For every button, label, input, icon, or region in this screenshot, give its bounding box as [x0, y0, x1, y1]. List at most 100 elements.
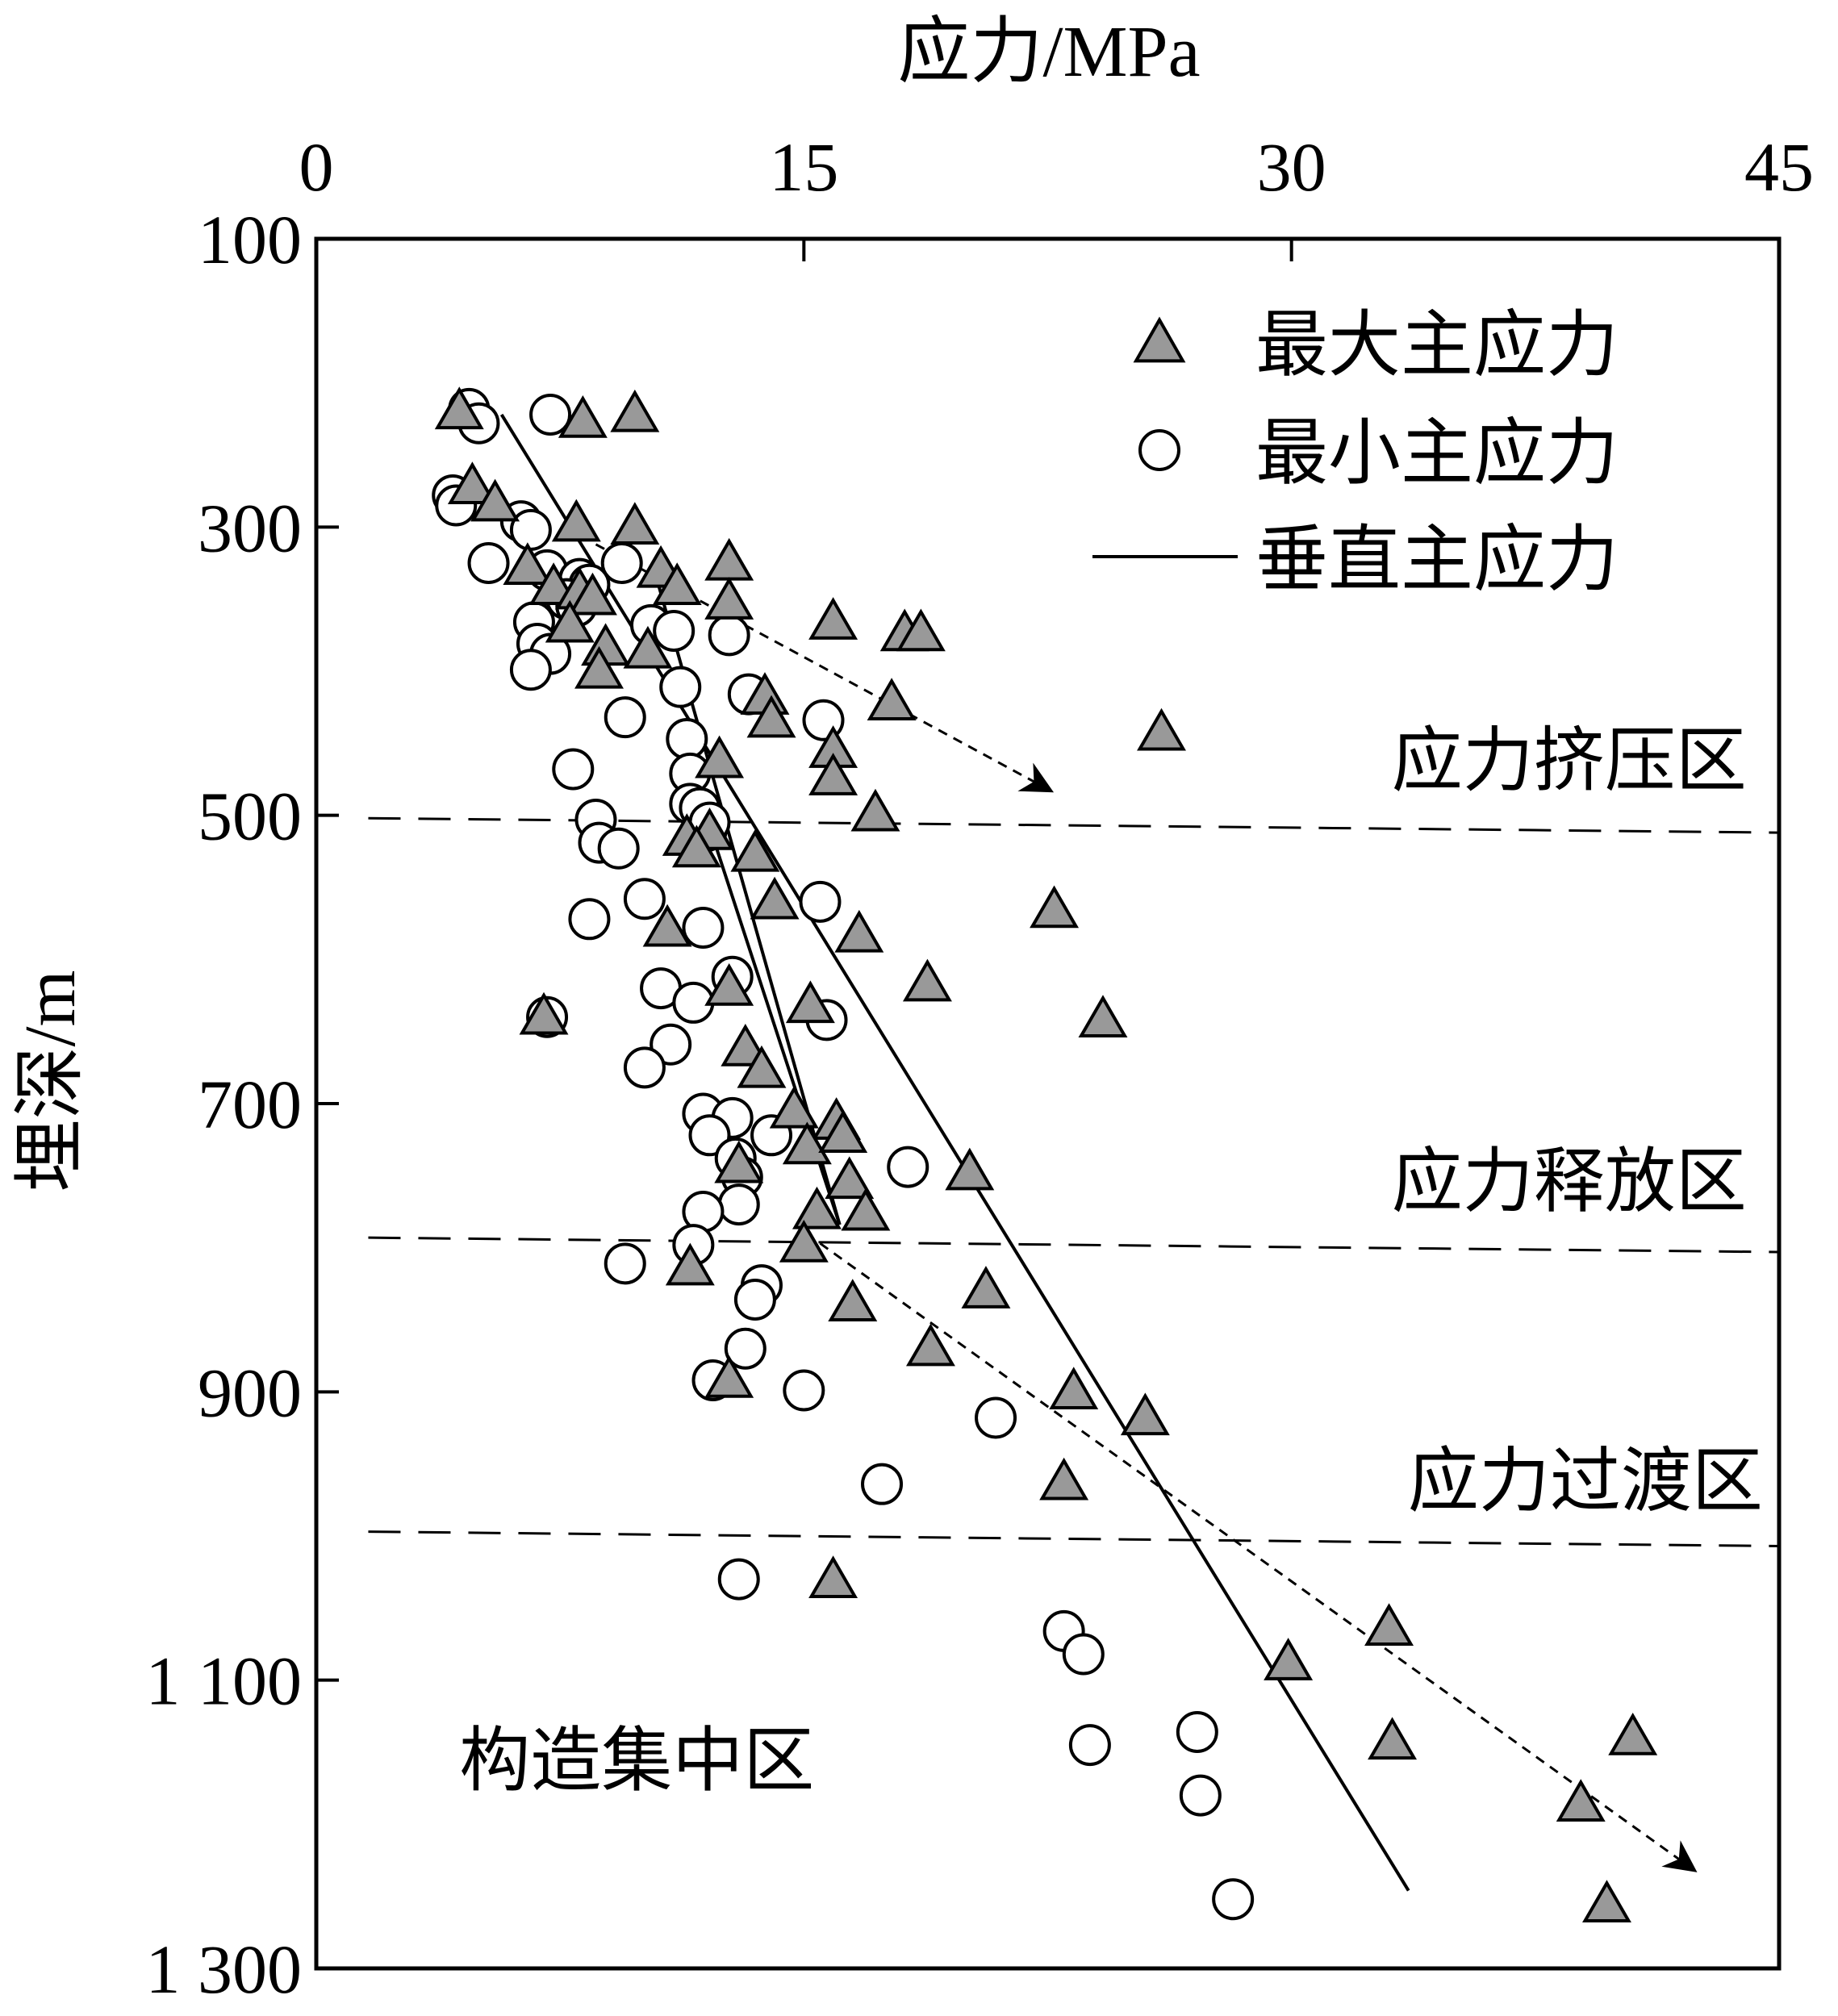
min-stress-point [783, 1369, 825, 1412]
max-stress-point [652, 562, 702, 606]
min-stress-point [708, 614, 750, 657]
min-stress-point [659, 666, 702, 708]
max-stress-point [1264, 1638, 1314, 1680]
max-stress-point [785, 980, 835, 1024]
max-stress-point [704, 577, 754, 620]
max-stress-point [808, 597, 858, 640]
min-stress-point [682, 907, 725, 950]
max-stress-point [818, 1110, 868, 1153]
min-stress-point [1068, 1724, 1111, 1767]
max-stress-point [1137, 707, 1186, 751]
legend-label-vertical-stress: 垂直主应力 [1255, 520, 1619, 600]
max-stress-point [503, 542, 553, 586]
y-tick-label: 1 100 [146, 1642, 303, 1720]
max-stress-point [558, 395, 608, 438]
max-stress-point [1039, 1457, 1089, 1501]
max-stress-point [704, 1354, 754, 1398]
max-stress-point [1364, 1603, 1414, 1647]
legend-triangle-marker [1133, 316, 1186, 363]
max-stress-point [1030, 885, 1080, 929]
y-axis-title: 埋深/m [10, 970, 90, 1192]
max-stress-point [782, 1121, 832, 1165]
max-stress-point [567, 572, 617, 616]
min-stress-point [1179, 1774, 1222, 1817]
max-stress-point [834, 909, 884, 953]
max-stress-point [902, 958, 952, 1002]
max-stress-point [434, 386, 484, 430]
min-stress-point [688, 1114, 731, 1157]
max-stress-point [665, 1242, 715, 1286]
x-tick-label: 15 [769, 128, 838, 206]
max-stress-point [470, 478, 520, 522]
max-stress-point [867, 678, 917, 720]
max-stress-point [1049, 1367, 1099, 1409]
max-stress-point [1368, 1717, 1418, 1760]
min-stress-point [1212, 1878, 1255, 1921]
max-stress-point [551, 499, 601, 542]
dashed-arrow-line [819, 1242, 1698, 1872]
max-stress-point [1078, 995, 1128, 1038]
max-stress-point [519, 991, 569, 1035]
x-tick-label: 45 [1744, 128, 1814, 206]
zone-label: 应力过渡区 [1408, 1443, 1763, 1521]
max-stress-point [850, 788, 900, 832]
zone-boundary-line [368, 1530, 1780, 1548]
max-stress-point [828, 1279, 878, 1322]
y-tick-label: 100 [198, 201, 302, 278]
y-tick-label: 300 [198, 489, 302, 566]
min-stress-point [600, 542, 643, 584]
min-stress-point [887, 1146, 929, 1188]
max-stress-point [808, 1555, 858, 1599]
min-stress-point [717, 1183, 760, 1226]
max-stress-point [750, 876, 800, 920]
data-points [432, 386, 1658, 1923]
max-stress-point [896, 608, 946, 652]
legend-entry-vertical-stress: 垂直主应力 [1092, 520, 1619, 600]
min-stress-point [666, 717, 708, 760]
y-tick-label: 700 [198, 1066, 302, 1143]
min-stress-point [650, 1023, 692, 1066]
legend-label-max-stress: 最大主应力 [1255, 306, 1619, 386]
min-stress-point [861, 1463, 904, 1505]
zone-boundary-line [368, 1236, 1780, 1254]
legend-entry-min-stress: 最小主应力 [1138, 414, 1619, 494]
max-stress-point [642, 904, 692, 947]
max-stress-point [1556, 1779, 1606, 1822]
axis-ticks: 0 15 30 45 100 300 500 700 900 1 100 1 300 [146, 128, 1815, 2008]
zone-label: 构造集中区 [459, 1723, 814, 1801]
min-stress-point [509, 649, 552, 691]
max-stress-point [945, 1147, 995, 1191]
min-stress-point [1062, 1633, 1105, 1676]
max-stress-point [769, 1085, 819, 1129]
min-stress-point [552, 748, 595, 791]
max-stress-point [447, 461, 497, 504]
min-stress-point [604, 696, 646, 739]
zone-boundaries [368, 816, 1780, 1548]
max-stress-point [714, 1140, 764, 1183]
min-stress-point [623, 1046, 666, 1089]
legend-label-min-stress: 最小主应力 [1255, 414, 1619, 494]
max-stress-point [610, 502, 660, 545]
x-tick-label: 30 [1257, 128, 1326, 206]
min-stress-point [1176, 1710, 1218, 1753]
y-tick-label: 1 300 [146, 1930, 303, 2008]
legend: 最大主应力 最小主应力 垂直主应力 [1092, 306, 1619, 600]
max-stress-point [1608, 1713, 1658, 1755]
min-stress-point [733, 1278, 776, 1321]
zone-boundary-line [368, 816, 1780, 834]
zone-label: 应力释放区 [1392, 1143, 1747, 1221]
max-stress-point [961, 1266, 1011, 1309]
max-stress-point [808, 753, 858, 795]
max-stress-point [779, 1219, 829, 1263]
x-tick-label: 0 [299, 128, 334, 206]
y-tick-label: 900 [198, 1354, 302, 1431]
plot-frame [314, 236, 1782, 1971]
min-stress-point [509, 508, 552, 551]
max-stress-point [704, 537, 754, 581]
max-stress-point [610, 389, 660, 432]
max-stress-point [704, 962, 754, 1006]
min-stress-point [975, 1396, 1017, 1439]
legend-entry-max-stress: 最大主应力 [1133, 306, 1619, 386]
